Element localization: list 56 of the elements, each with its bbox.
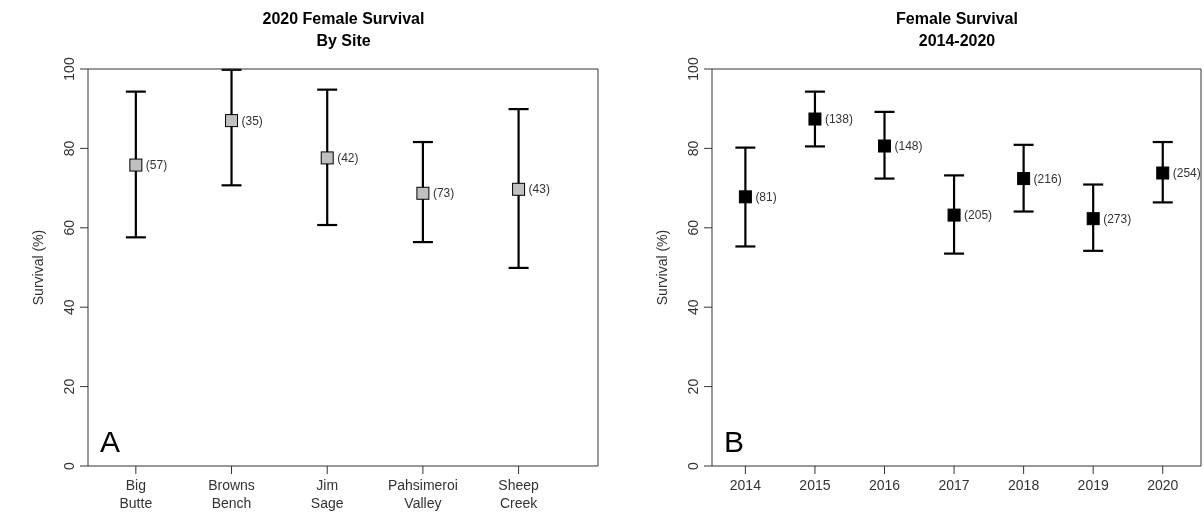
annotation: B	[724, 425, 745, 458]
chart-title: Female Survival	[895, 9, 1019, 29]
x-tick-label: Pahsimeroi Valley	[387, 477, 458, 511]
annotation: (42)	[337, 151, 359, 166]
annotation: (138)	[824, 112, 853, 127]
y-tick-label: 60	[685, 219, 701, 236]
point	[1017, 172, 1031, 186]
x-tick-label: 2017	[938, 477, 970, 493]
point	[1156, 166, 1170, 180]
y-tick-label: 60	[61, 219, 77, 236]
point	[738, 190, 752, 204]
annotation: (254)	[1172, 166, 1201, 181]
x-tick-label: 2015	[799, 477, 831, 493]
point	[129, 158, 143, 172]
y-tick-label: 100	[685, 57, 701, 81]
point	[947, 208, 961, 222]
point	[225, 114, 239, 128]
x-tick-label: 2019	[1077, 477, 1109, 493]
point	[808, 112, 822, 126]
y-tick-label: 80	[61, 140, 77, 157]
annotation: (35)	[241, 113, 263, 128]
y-axis-title: Survival (%)	[29, 229, 46, 306]
chart-title: 2020 Female Survival	[261, 9, 426, 29]
x-tick-label: 2016	[868, 477, 901, 493]
y-tick-label: 0	[685, 461, 701, 470]
x-tick-label: 2020	[1147, 477, 1179, 493]
point	[1086, 212, 1100, 226]
x-tick-label: Big Butte	[119, 477, 153, 511]
point	[320, 151, 334, 165]
x-tick-label: Sheep Creek	[498, 477, 540, 511]
point	[512, 182, 526, 196]
annotation: (205)	[964, 208, 993, 223]
x-tick-label: 2014	[729, 477, 762, 493]
y-tick-label: 80	[685, 140, 701, 157]
y-tick-label: 0	[61, 461, 77, 470]
x-tick-label: 2018	[1008, 477, 1040, 493]
y-tick-label: 40	[61, 299, 77, 315]
annotation: (43)	[528, 182, 550, 197]
annotation: (273)	[1103, 211, 1132, 226]
chart-subtitle: 2014-2020	[917, 31, 997, 51]
y-tick-label: 40	[685, 299, 701, 315]
y-tick-label: 20	[685, 378, 701, 395]
x-tick-label: Jim Sage	[310, 477, 344, 511]
annotation: (148)	[894, 139, 923, 154]
annotation: (73)	[432, 186, 455, 201]
annotation: (216)	[1033, 171, 1062, 186]
annotation: (81)	[755, 190, 777, 205]
y-axis-title: Survival (%)	[653, 229, 670, 306]
chart-subtitle: By Site	[315, 31, 372, 51]
annotation: (57)	[145, 158, 168, 173]
y-tick-label: 20	[61, 378, 77, 395]
point	[878, 139, 892, 153]
annotation: A	[100, 425, 121, 458]
point	[416, 186, 430, 200]
y-tick-label: 100	[61, 57, 77, 81]
x-tick-label: Browns Bench	[208, 477, 255, 511]
